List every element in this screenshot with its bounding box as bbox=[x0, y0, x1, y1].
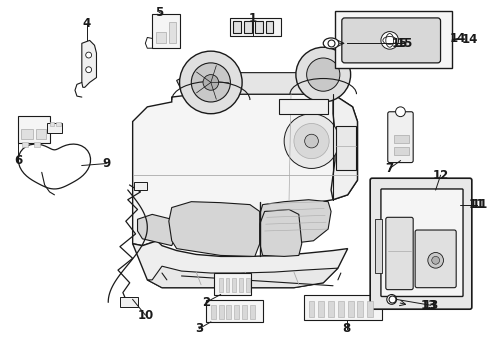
Bar bbox=[249, 305, 254, 319]
Bar bbox=[56, 122, 61, 126]
Bar bbox=[205, 300, 262, 322]
Bar bbox=[347, 301, 353, 317]
Text: 8: 8 bbox=[342, 322, 350, 335]
FancyBboxPatch shape bbox=[380, 189, 462, 297]
Polygon shape bbox=[81, 40, 96, 87]
Bar bbox=[213, 273, 250, 294]
Bar bbox=[36, 129, 45, 139]
Bar bbox=[21, 129, 33, 139]
Bar bbox=[366, 301, 372, 317]
Text: 7: 7 bbox=[385, 162, 393, 175]
Bar bbox=[393, 135, 408, 143]
Bar bbox=[393, 147, 408, 155]
Circle shape bbox=[191, 63, 230, 102]
Polygon shape bbox=[168, 202, 259, 256]
Bar bbox=[337, 301, 343, 317]
Polygon shape bbox=[137, 215, 176, 246]
Text: 13: 13 bbox=[422, 299, 438, 312]
FancyBboxPatch shape bbox=[387, 112, 412, 163]
Bar bbox=[46, 123, 62, 133]
FancyBboxPatch shape bbox=[341, 18, 440, 63]
Polygon shape bbox=[176, 73, 347, 94]
Bar bbox=[244, 21, 251, 32]
Circle shape bbox=[395, 107, 405, 117]
Bar bbox=[327, 301, 333, 317]
FancyBboxPatch shape bbox=[369, 178, 471, 309]
Text: 13: 13 bbox=[420, 299, 436, 312]
Circle shape bbox=[386, 294, 396, 304]
FancyBboxPatch shape bbox=[414, 230, 455, 288]
Circle shape bbox=[85, 52, 91, 58]
Bar bbox=[133, 182, 147, 190]
Circle shape bbox=[85, 67, 91, 73]
Bar bbox=[156, 32, 165, 43]
Bar bbox=[230, 18, 281, 36]
Polygon shape bbox=[132, 94, 357, 246]
Bar bbox=[225, 278, 229, 292]
Text: 4: 4 bbox=[82, 17, 91, 30]
Circle shape bbox=[293, 123, 328, 159]
Bar bbox=[374, 219, 381, 273]
Bar bbox=[152, 14, 179, 48]
Text: 6: 6 bbox=[14, 154, 22, 167]
Polygon shape bbox=[259, 200, 330, 244]
Bar bbox=[239, 278, 243, 292]
Bar bbox=[334, 11, 451, 68]
Bar bbox=[49, 122, 54, 126]
Text: 14: 14 bbox=[461, 33, 477, 46]
Text: 1: 1 bbox=[248, 12, 256, 26]
Circle shape bbox=[427, 252, 443, 268]
Bar bbox=[168, 22, 175, 43]
Text: 9: 9 bbox=[102, 157, 110, 170]
Polygon shape bbox=[259, 210, 301, 256]
Bar bbox=[34, 142, 40, 147]
Bar bbox=[357, 301, 363, 317]
Ellipse shape bbox=[323, 38, 338, 49]
Bar bbox=[18, 116, 49, 143]
Circle shape bbox=[306, 58, 339, 91]
Bar bbox=[318, 301, 324, 317]
Text: 10: 10 bbox=[137, 309, 153, 321]
Polygon shape bbox=[330, 94, 357, 200]
Bar bbox=[234, 305, 239, 319]
Bar bbox=[254, 21, 262, 32]
Bar bbox=[218, 305, 223, 319]
Text: 15: 15 bbox=[390, 37, 407, 50]
Circle shape bbox=[295, 47, 350, 102]
Bar bbox=[303, 294, 381, 320]
Bar bbox=[242, 305, 246, 319]
Bar bbox=[226, 305, 231, 319]
Bar bbox=[308, 301, 314, 317]
Polygon shape bbox=[132, 241, 347, 288]
Bar bbox=[265, 21, 273, 32]
Bar bbox=[279, 99, 327, 114]
Text: 12: 12 bbox=[431, 169, 448, 182]
Bar bbox=[22, 142, 28, 147]
Circle shape bbox=[304, 134, 318, 148]
Text: 11: 11 bbox=[471, 198, 487, 211]
Text: 5: 5 bbox=[155, 5, 163, 19]
Text: 14: 14 bbox=[449, 32, 466, 45]
Circle shape bbox=[203, 75, 218, 90]
Circle shape bbox=[179, 51, 242, 114]
Circle shape bbox=[380, 32, 398, 49]
FancyBboxPatch shape bbox=[385, 217, 412, 290]
Bar bbox=[210, 305, 215, 319]
Bar bbox=[335, 126, 355, 170]
Text: 2: 2 bbox=[202, 296, 209, 309]
Circle shape bbox=[284, 114, 338, 168]
Text: 11: 11 bbox=[468, 198, 484, 211]
Bar bbox=[233, 21, 241, 32]
Circle shape bbox=[431, 256, 439, 264]
Bar bbox=[120, 297, 137, 307]
Bar bbox=[232, 278, 236, 292]
Polygon shape bbox=[147, 266, 337, 288]
Text: 3: 3 bbox=[195, 322, 203, 335]
Bar bbox=[218, 278, 222, 292]
Bar bbox=[245, 278, 249, 292]
Text: 15: 15 bbox=[395, 37, 412, 50]
